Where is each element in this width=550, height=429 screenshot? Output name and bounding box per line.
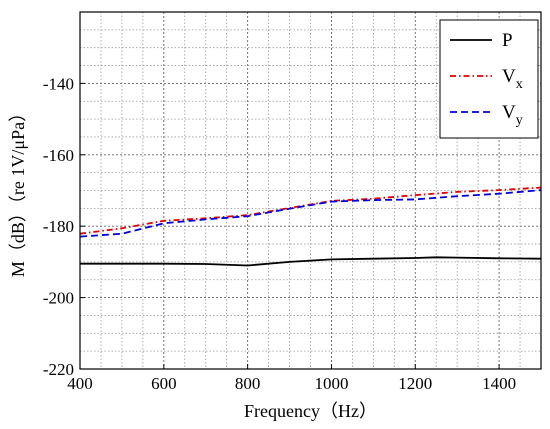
minor-grid <box>80 12 541 369</box>
series-layer <box>79 186 542 267</box>
y-axis-label: M（dB）（re 1V/μPa） <box>8 104 28 277</box>
y-tick-label: -140 <box>43 74 74 93</box>
y-tick-label: -200 <box>43 289 74 308</box>
series-line-p <box>80 256 542 267</box>
x-tick-label: 400 <box>67 374 93 393</box>
x-axis-ticks: 400 600 800 1000 1200 1400 <box>67 364 516 393</box>
legend-box <box>439 19 539 139</box>
legend-label-p: P <box>502 30 513 51</box>
legend-label-vy: Vy <box>502 102 523 128</box>
x-axis-label: Frequency（Hz） <box>244 401 377 421</box>
plot-frame <box>79 11 542 370</box>
x-tick-label: 800 <box>235 374 261 393</box>
y-tick-label: -180 <box>43 217 74 236</box>
y-axis-ticks: -220 -200 -180 -160 -140 <box>43 74 85 379</box>
legend: P Vx Vy <box>439 19 539 139</box>
x-tick-label: 1000 <box>314 374 348 393</box>
y-tick-label: -160 <box>43 146 74 165</box>
legend-label-vx: Vx <box>502 66 523 92</box>
y-tick-label: -220 <box>43 360 74 379</box>
series-line-vy <box>79 189 542 238</box>
x-tick-label: 1200 <box>398 374 432 393</box>
x-tick-label: 1400 <box>482 374 516 393</box>
x-tick-label: 600 <box>151 374 177 393</box>
